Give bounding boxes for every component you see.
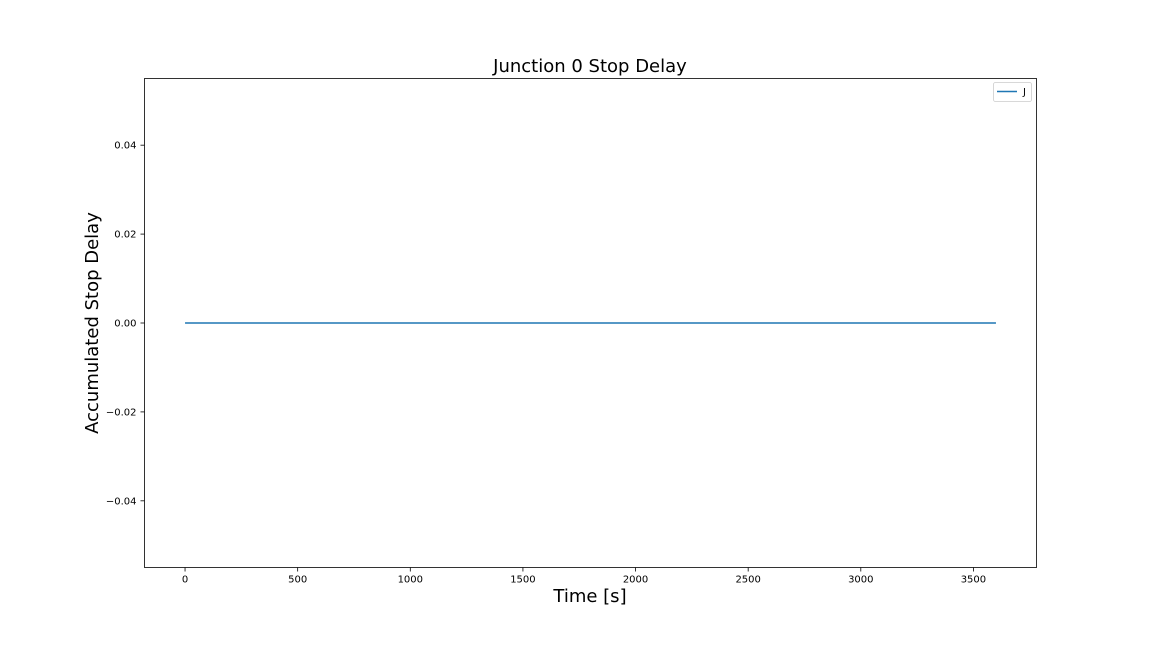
chart-title: Junction 0 Stop Delay bbox=[492, 56, 687, 77]
x-tick-label: 1500 bbox=[510, 575, 535, 586]
y-tick-label: 0.04 bbox=[114, 141, 136, 152]
x-tick-label: 1000 bbox=[398, 575, 423, 586]
y-tick-label: −0.02 bbox=[106, 407, 137, 418]
y-axis-ticks: −0.04 −0.02 0.00 0.02 0.04 bbox=[106, 141, 145, 507]
x-tick-label: 500 bbox=[288, 575, 307, 586]
y-tick-label: 0.00 bbox=[114, 319, 136, 330]
y-tick-label: −0.04 bbox=[106, 496, 137, 507]
x-tick-label: 2000 bbox=[623, 575, 648, 586]
legend-label-j: J bbox=[1022, 87, 1026, 98]
x-tick-label: 3000 bbox=[848, 575, 873, 586]
x-tick-label: 3500 bbox=[961, 575, 986, 586]
plot-area-frame bbox=[144, 78, 1037, 568]
y-tick-label: 0.02 bbox=[114, 230, 136, 241]
x-axis-label: Time [s] bbox=[552, 586, 626, 607]
x-tick-label: 0 bbox=[182, 575, 188, 586]
x-tick-label: 2500 bbox=[735, 575, 760, 586]
legend: J bbox=[993, 82, 1032, 102]
x-axis-ticks: 0 500 1000 1500 2000 2500 3000 3500 bbox=[182, 567, 986, 586]
y-axis-label: Accumulated Stop Delay bbox=[82, 212, 103, 434]
